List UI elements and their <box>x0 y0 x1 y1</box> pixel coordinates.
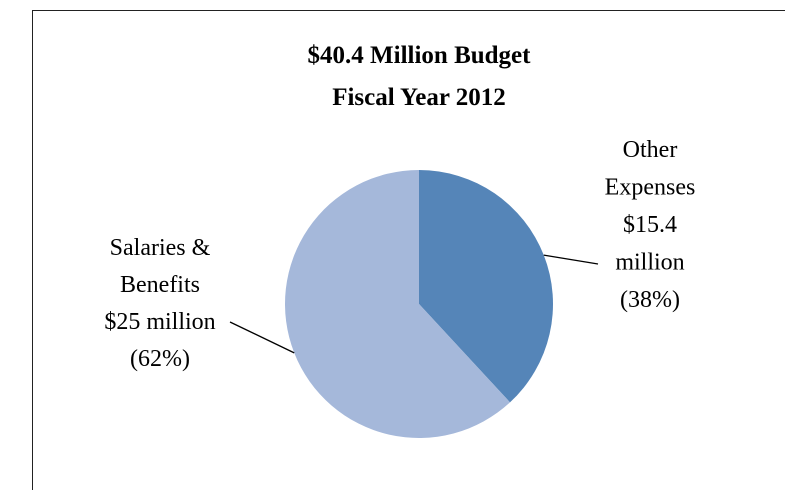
slice-label-0-line-2: $15.4 <box>623 212 677 238</box>
chart-title-line-2: Fiscal Year 2012 <box>332 84 506 111</box>
slice-labels: Other Expenses $15.4 million (38%) Salaries &… <box>104 137 695 372</box>
slice-label-0-line-4: (38%) <box>620 287 680 313</box>
slice-label-1-line-1: Benefits <box>120 272 200 298</box>
leader-lines <box>229 254 599 354</box>
pie-slice-salaries-benefits <box>284 170 510 438</box>
leader-line-1 <box>229 321 295 354</box>
leader-line-0 <box>543 254 599 265</box>
slice-label-0-line-3: million <box>615 250 684 276</box>
chart-title-line-1: $40.4 Million Budget <box>308 42 532 69</box>
slice-label-0-line-1: Expenses <box>605 175 696 201</box>
slice-label-1-line-2: $25 million <box>104 309 215 335</box>
slice-label-0-line-0: Other <box>623 137 678 163</box>
slice-label-1-line-3: (62%) <box>130 346 190 372</box>
pie-slice-other-expenses <box>419 170 553 403</box>
pie-slices <box>284 170 553 438</box>
slice-label-1-line-0: Salaries & <box>110 235 211 261</box>
